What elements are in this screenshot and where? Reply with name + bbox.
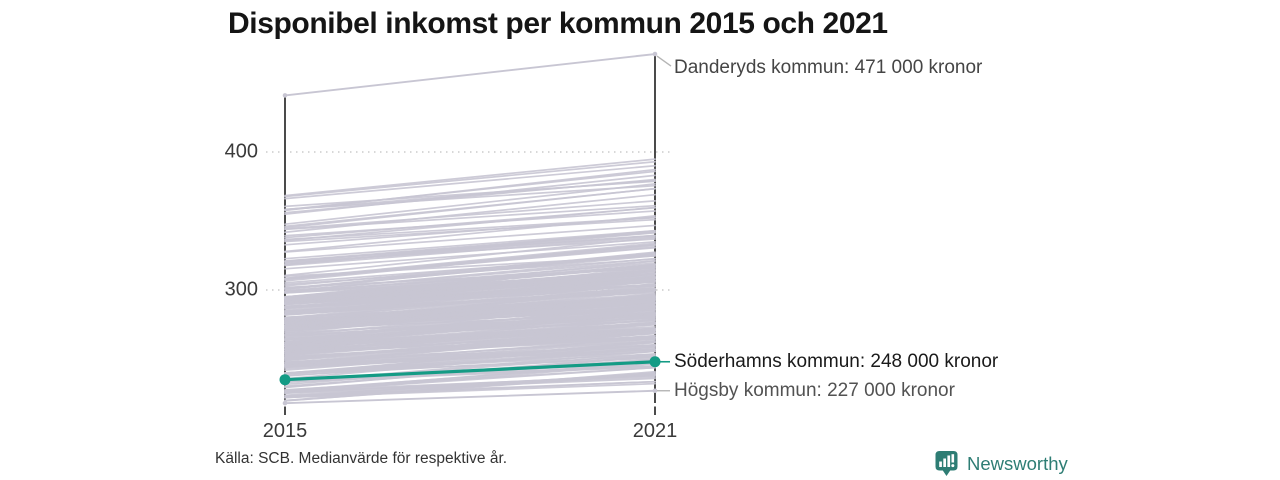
newsworthy-logo-text: Newsworthy <box>967 452 1068 474</box>
annotation-hogsby: Högsby kommun: 227 000 kronor <box>674 379 955 401</box>
newsworthy-logo-icon <box>935 451 958 476</box>
x-axis-label-2021: 2021 <box>632 420 678 442</box>
x-axis-label-2015: 2015 <box>262 420 308 442</box>
chart-title: Disponibel inkomst per kommun 2015 och 2… <box>228 7 888 40</box>
annotation-soderhamn: Söderhamns kommun: 248 000 kronor <box>674 350 999 372</box>
newsworthy-logo: Newsworthy <box>934 450 1068 477</box>
source-note: Källa: SCB. Medianvärde för respektive å… <box>215 450 508 467</box>
y-axis-tick-300: 300 <box>224 278 258 301</box>
annotation-danderyd: Danderyds kommun: 471 000 kronor <box>674 57 983 79</box>
annotation-connector-layer <box>656 55 672 392</box>
y-axis-tick-400: 400 <box>224 140 258 163</box>
background-lines-layer <box>284 158 656 402</box>
series-layer <box>279 51 661 406</box>
